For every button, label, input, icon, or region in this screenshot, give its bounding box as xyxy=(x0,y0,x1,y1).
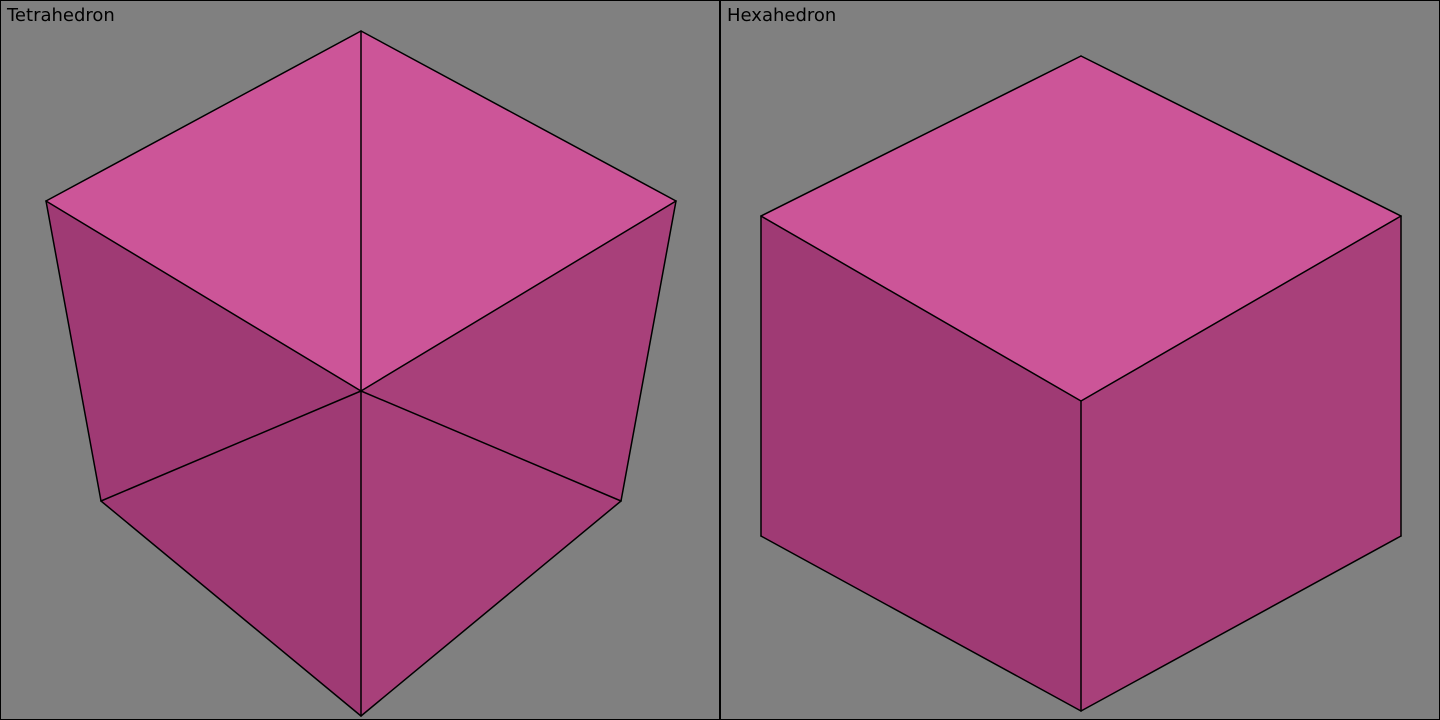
tetrahedron-render xyxy=(1,1,721,720)
hexahedron-render xyxy=(721,1,1440,720)
hexahedron-panel: Hexahedron xyxy=(720,0,1440,720)
tetrahedron-panel: Tetrahedron xyxy=(0,0,720,720)
hexahedron-label: Hexahedron xyxy=(727,5,836,26)
tetrahedron-label: Tetrahedron xyxy=(7,5,115,26)
